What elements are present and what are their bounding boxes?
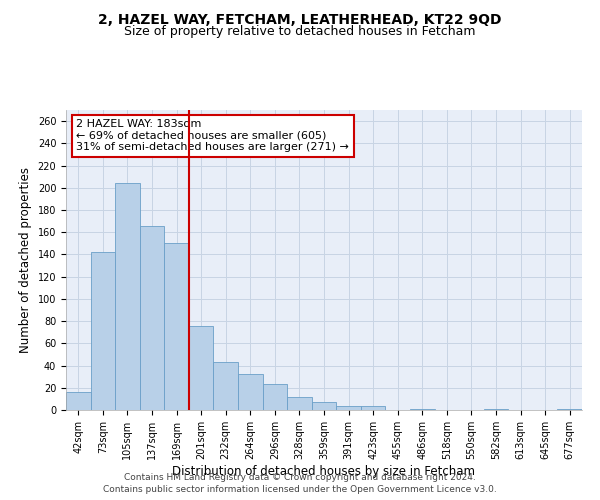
Bar <box>214 362 238 410</box>
Bar <box>287 396 312 410</box>
Text: 2 HAZEL WAY: 183sqm
← 69% of detached houses are smaller (605)
31% of semi-detac: 2 HAZEL WAY: 183sqm ← 69% of detached ho… <box>76 119 349 152</box>
Bar <box>164 244 189 410</box>
Text: Contains public sector information licensed under the Open Government Licence v3: Contains public sector information licen… <box>103 485 497 494</box>
Bar <box>238 374 263 410</box>
Text: Size of property relative to detached houses in Fetcham: Size of property relative to detached ho… <box>124 25 476 38</box>
Bar <box>140 226 164 410</box>
Bar <box>66 392 91 410</box>
Text: 2, HAZEL WAY, FETCHAM, LEATHERHEAD, KT22 9QD: 2, HAZEL WAY, FETCHAM, LEATHERHEAD, KT22… <box>98 12 502 26</box>
Text: Contains HM Land Registry data © Crown copyright and database right 2024.: Contains HM Land Registry data © Crown c… <box>124 474 476 482</box>
X-axis label: Distribution of detached houses by size in Fetcham: Distribution of detached houses by size … <box>173 464 476 477</box>
Bar <box>361 406 385 410</box>
Bar <box>91 252 115 410</box>
Bar <box>312 402 336 410</box>
Bar <box>336 406 361 410</box>
Bar <box>557 409 582 410</box>
Bar <box>115 184 140 410</box>
Y-axis label: Number of detached properties: Number of detached properties <box>19 167 32 353</box>
Bar <box>484 409 508 410</box>
Bar <box>263 384 287 410</box>
Bar <box>410 409 434 410</box>
Bar <box>189 326 214 410</box>
